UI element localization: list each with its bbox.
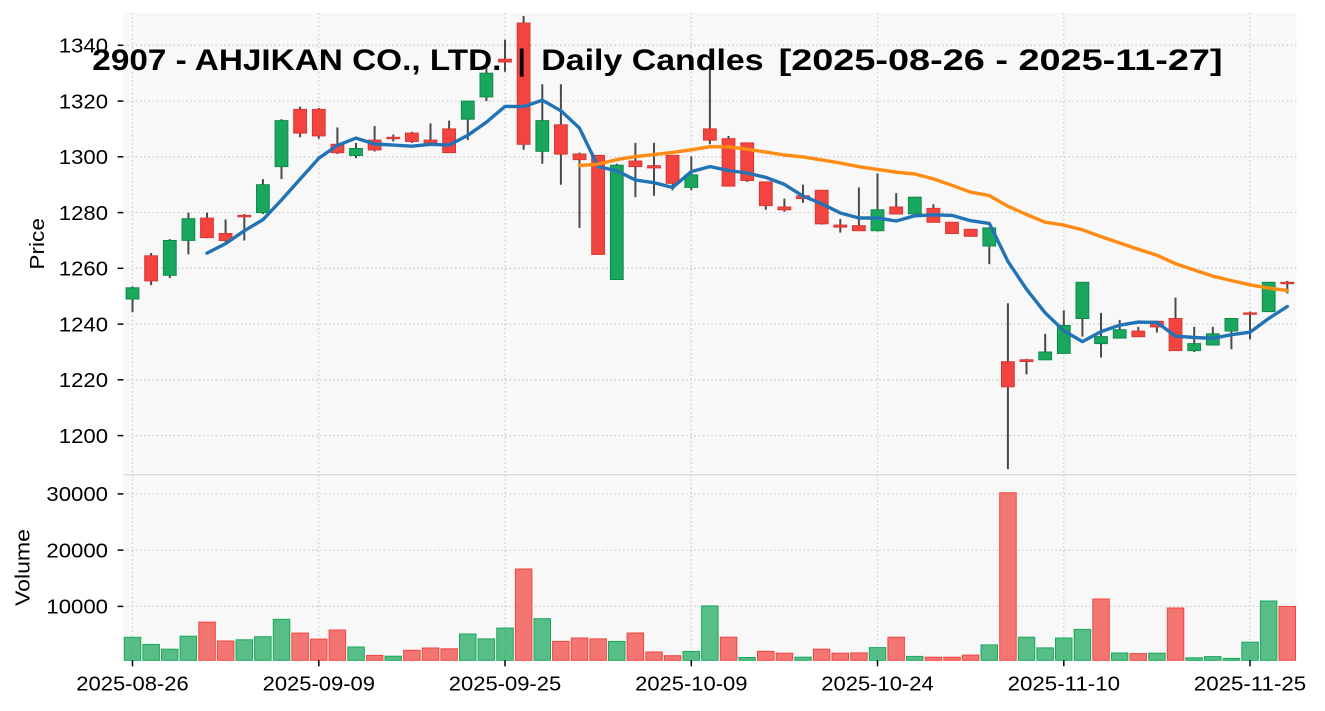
svg-text:10000: 10000 <box>46 597 108 619</box>
svg-text:2025-10-24: 2025-10-24 <box>821 674 933 696</box>
svg-text:1280: 1280 <box>59 203 108 225</box>
svg-text:2025-11-25: 2025-11-25 <box>1194 674 1306 696</box>
svg-text:2025-10-09: 2025-10-09 <box>635 674 747 696</box>
svg-text:Daily Candles: Daily Candles <box>541 44 763 77</box>
svg-text:1260: 1260 <box>59 259 108 281</box>
svg-text:1340: 1340 <box>59 36 108 58</box>
svg-text:Volume: Volume <box>13 529 35 606</box>
svg-text:2025-09-25: 2025-09-25 <box>449 674 561 696</box>
svg-text:2025-08-26: 2025-08-26 <box>76 674 188 696</box>
svg-text:1200: 1200 <box>59 426 108 448</box>
svg-text:2907 - AHJIKAN CO., LTD.: 2907 - AHJIKAN CO., LTD. <box>92 44 501 77</box>
svg-text:1240: 1240 <box>59 314 108 336</box>
svg-text:1320: 1320 <box>59 91 108 113</box>
svg-text:1220: 1220 <box>59 370 108 392</box>
svg-text:2025-11-10: 2025-11-10 <box>1008 674 1120 696</box>
svg-text:20000: 20000 <box>46 540 108 562</box>
svg-text:30000: 30000 <box>46 484 108 506</box>
svg-text:Price: Price <box>27 218 49 270</box>
svg-text:[2025-08-26 - 2025-11-27]: [2025-08-26 - 2025-11-27] <box>779 44 1223 77</box>
svg-text:1300: 1300 <box>59 147 108 169</box>
svg-text:|: | <box>518 44 526 77</box>
svg-text:2025-09-09: 2025-09-09 <box>263 674 375 696</box>
